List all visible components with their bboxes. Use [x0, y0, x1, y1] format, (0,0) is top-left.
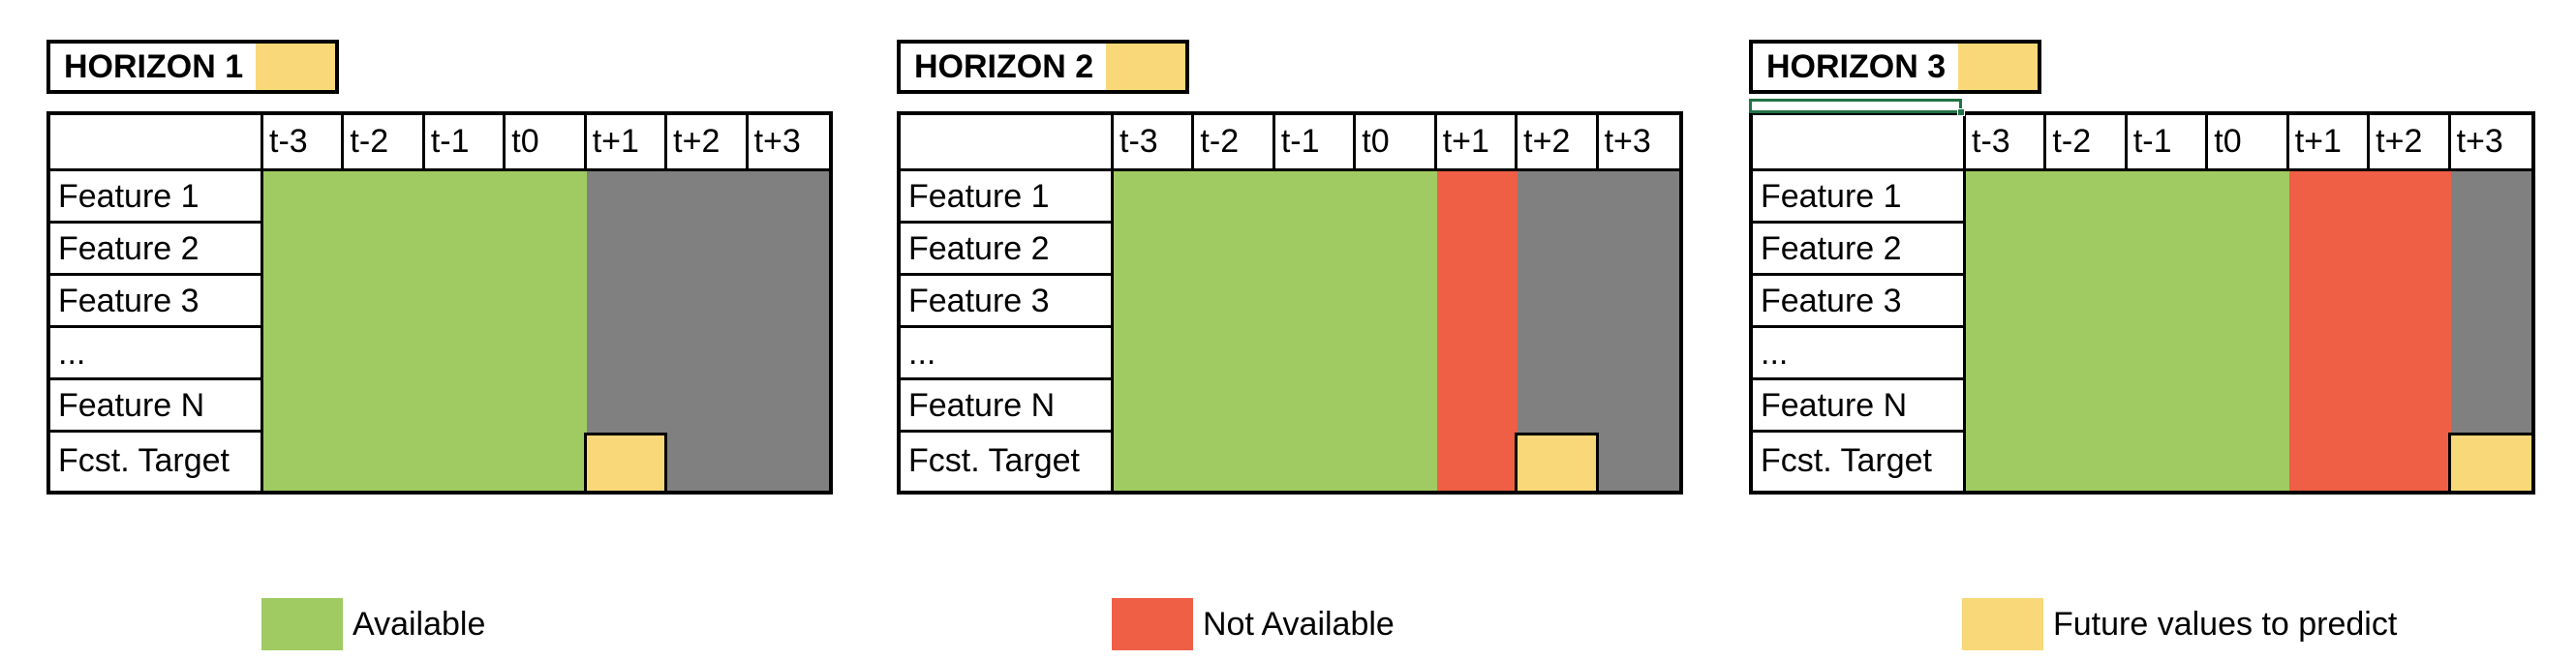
grid-corner	[1753, 115, 1966, 171]
row-label-feature: Feature 2	[1753, 224, 1966, 276]
row-label-feature: Feature 3	[901, 276, 1114, 328]
state-cell-unknown	[2450, 171, 2531, 433]
state-cell-available	[1356, 171, 1437, 491]
legend-swatch	[1112, 598, 1193, 650]
state-cell-available	[506, 171, 587, 491]
horizon-grid: t-3 t-2 t-1 t0 t+1 t+2 t+3 Feature 1 Feature 2 Fe…	[897, 111, 1683, 495]
horizon-title-box: HORIZON 2	[897, 40, 1189, 94]
row-label-target: Fcst. Target	[901, 433, 1114, 491]
row-label-feature: Feature 3	[50, 276, 263, 328]
state-cell-not-available	[2288, 171, 2371, 491]
state-cell-available	[1194, 171, 1275, 491]
legend-label: Not Available	[1203, 605, 1395, 643]
column-header: t-2	[2046, 115, 2128, 171]
row-label-target: Fcst. Target	[50, 433, 263, 491]
state-cell-available	[2127, 171, 2209, 491]
column-header: t+3	[748, 115, 829, 171]
row-label-feature: Feature 1	[901, 171, 1114, 224]
column-header: t+1	[586, 115, 668, 171]
row-label-feature: Feature 2	[901, 224, 1114, 276]
row-label-target: Fcst. Target	[1753, 433, 1966, 491]
state-cell-not-available	[1436, 171, 1518, 491]
state-cell-available	[344, 171, 425, 491]
target-cell-future	[583, 433, 668, 491]
legend-swatch	[1962, 598, 2043, 650]
future-swatch	[256, 44, 335, 90]
column-header: t+1	[1436, 115, 1518, 171]
state-cell-unknown	[748, 171, 829, 491]
horizon-title: HORIZON 1	[64, 48, 244, 85]
column-header: t+2	[667, 115, 749, 171]
horizon-grid: t-3 t-2 t-1 t0 t+1 t+2 t+3 Feature 1 Feature 2 Fe…	[46, 111, 833, 495]
column-header: t-3	[263, 115, 345, 171]
row-label-feature: ...	[1753, 328, 1966, 380]
target-cell-future	[1515, 433, 1599, 491]
legend-future: Future values to predict	[1962, 598, 2397, 650]
row-label-feature: Feature N	[1753, 380, 1966, 433]
column-header: t-2	[344, 115, 425, 171]
target-cell-future	[2447, 433, 2531, 491]
row-label-feature: Feature 2	[50, 224, 263, 276]
column-header: t-2	[1194, 115, 1275, 171]
column-header: t-1	[1274, 115, 1357, 171]
horizon-title-box: HORIZON 1	[46, 40, 339, 94]
column-header: t-1	[424, 115, 506, 171]
column-header: t0	[506, 115, 587, 171]
row-label-feature: ...	[50, 328, 263, 380]
column-header: t+3	[1598, 115, 1679, 171]
column-header: t0	[1356, 115, 1437, 171]
column-header: t+3	[2450, 115, 2531, 171]
state-cell-available	[1966, 171, 2047, 491]
state-cell-unknown	[586, 171, 668, 433]
legend-label: Future values to predict	[2053, 605, 2398, 643]
horizon-title: HORIZON 2	[914, 48, 1094, 85]
state-cell-unknown	[667, 171, 749, 491]
state-cell-not-available	[2370, 171, 2451, 491]
legend-available: Available	[261, 598, 485, 650]
state-cell-available	[1274, 171, 1357, 491]
row-label-feature: Feature N	[50, 380, 263, 433]
horizon-title-box: HORIZON 3	[1749, 40, 2041, 94]
fill-handle[interactable]	[1957, 108, 1965, 116]
state-cell-available	[2046, 171, 2128, 491]
column-header: t+2	[1518, 115, 1599, 171]
future-swatch	[1106, 44, 1185, 90]
column-header: t-3	[1114, 115, 1195, 171]
column-header: t-1	[2127, 115, 2209, 171]
column-header: t+1	[2288, 115, 2371, 171]
state-cell-available	[2208, 171, 2289, 491]
legend-label: Available	[353, 605, 486, 643]
state-cell-unknown	[1598, 171, 1679, 491]
legend-not-available: Not Available	[1112, 598, 1395, 650]
state-cell-available	[263, 171, 345, 491]
column-header: t-3	[1966, 115, 2047, 171]
state-cell-unknown	[1518, 171, 1599, 433]
horizon-grid: t-3 t-2 t-1 t0 t+1 t+2 t+3 Feature 1 Feature 2 Fe…	[1749, 111, 2535, 495]
state-cell-available	[1114, 171, 1195, 491]
state-cell-available	[424, 171, 506, 491]
column-header: t0	[2208, 115, 2289, 171]
grid-corner	[50, 115, 263, 171]
row-label-feature: Feature N	[901, 380, 1114, 433]
grid-corner	[901, 115, 1114, 171]
row-label-feature: ...	[901, 328, 1114, 380]
column-header: t+2	[2370, 115, 2451, 171]
row-label-feature: Feature 1	[1753, 171, 1966, 224]
horizon-title: HORIZON 3	[1766, 48, 1947, 85]
future-swatch	[1958, 44, 2038, 90]
row-label-feature: Feature 3	[1753, 276, 1966, 328]
row-label-feature: Feature 1	[50, 171, 263, 224]
legend-swatch	[261, 598, 343, 650]
